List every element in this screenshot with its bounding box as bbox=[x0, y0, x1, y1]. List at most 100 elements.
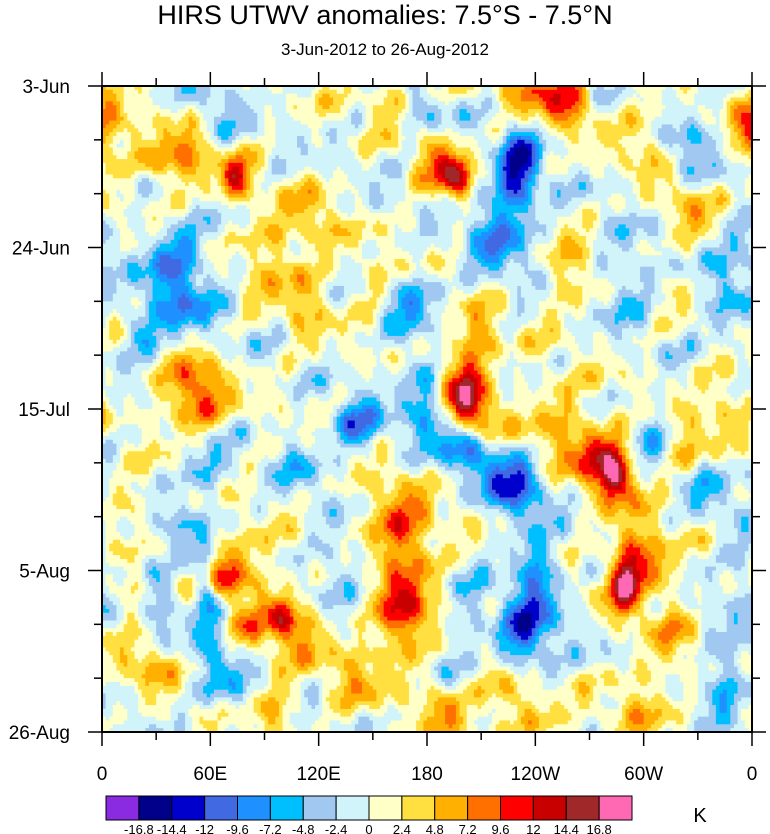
field-cell bbox=[224, 366, 273, 372]
field-cell bbox=[701, 424, 721, 429]
field-cell bbox=[455, 97, 486, 102]
field-cell bbox=[383, 309, 396, 314]
field-cell bbox=[564, 320, 601, 326]
field-cell bbox=[520, 185, 526, 191]
field-cell bbox=[195, 112, 204, 118]
field-cell bbox=[614, 397, 634, 402]
field-cell bbox=[141, 428, 161, 433]
field-cell bbox=[297, 143, 309, 149]
field-cell bbox=[679, 243, 692, 249]
field-cell bbox=[640, 274, 656, 279]
field-cell bbox=[672, 289, 688, 295]
field-cell bbox=[286, 166, 305, 172]
field-cell bbox=[419, 128, 428, 133]
field-cell bbox=[347, 435, 359, 441]
field-cell bbox=[242, 332, 251, 337]
field-cell bbox=[427, 401, 435, 406]
field-cell bbox=[726, 166, 753, 172]
field-cell bbox=[658, 316, 670, 322]
field-cell bbox=[427, 397, 435, 402]
field-cell bbox=[358, 435, 370, 441]
field-cell bbox=[185, 201, 193, 206]
field-cell bbox=[419, 212, 435, 218]
field-cell bbox=[737, 355, 746, 360]
field-cell bbox=[260, 285, 284, 291]
field-cell bbox=[210, 135, 219, 141]
field-cell bbox=[658, 374, 688, 379]
field-cell bbox=[726, 112, 731, 118]
field-cell bbox=[192, 420, 215, 425]
field-cell bbox=[275, 201, 280, 206]
field-cell bbox=[369, 166, 381, 172]
field-cell bbox=[185, 293, 193, 299]
field-cell bbox=[517, 312, 522, 318]
field-cell bbox=[109, 324, 121, 329]
field-cell bbox=[416, 143, 421, 149]
field-cell bbox=[528, 274, 547, 279]
field-cell bbox=[412, 105, 439, 110]
field-cell bbox=[723, 239, 731, 245]
field-cell bbox=[546, 297, 558, 302]
field-cell bbox=[448, 247, 464, 252]
field-cell bbox=[138, 343, 146, 349]
field-cell bbox=[470, 189, 475, 195]
field-cell bbox=[102, 328, 110, 333]
field-cell bbox=[542, 151, 551, 156]
field-cell bbox=[260, 424, 280, 429]
field-cell bbox=[690, 293, 695, 299]
field-cell bbox=[116, 105, 121, 110]
field-cell bbox=[181, 86, 197, 91]
field-cell bbox=[705, 232, 721, 237]
field-cell bbox=[405, 351, 414, 356]
field-cell bbox=[622, 89, 638, 95]
field-cell bbox=[445, 101, 450, 106]
field-cell bbox=[564, 355, 573, 360]
field-cell bbox=[188, 235, 197, 241]
field-cell bbox=[203, 435, 211, 441]
field-cell bbox=[690, 224, 703, 229]
field-cell bbox=[148, 374, 157, 379]
field-cell bbox=[672, 293, 692, 299]
field-cell bbox=[488, 109, 500, 114]
field-cell bbox=[286, 239, 291, 245]
field-cell bbox=[257, 159, 266, 164]
field-cell bbox=[383, 282, 392, 287]
field-cell bbox=[679, 182, 713, 187]
field-cell bbox=[481, 397, 486, 402]
field-cell bbox=[206, 289, 219, 295]
field-cell bbox=[484, 401, 493, 406]
field-cell bbox=[647, 143, 656, 149]
field-cell bbox=[701, 178, 746, 183]
field-cell bbox=[213, 397, 237, 402]
field-cell bbox=[192, 255, 197, 260]
field-cell bbox=[289, 351, 294, 356]
field-cell bbox=[398, 139, 403, 145]
field-cell bbox=[694, 320, 713, 326]
field-cell bbox=[510, 289, 518, 295]
field-cell bbox=[210, 182, 219, 187]
field-cell bbox=[163, 382, 175, 387]
field-cell bbox=[715, 139, 724, 145]
field-cell bbox=[206, 451, 211, 456]
field-cell bbox=[333, 259, 341, 264]
field-cell bbox=[499, 93, 504, 99]
field-cell bbox=[152, 397, 161, 402]
field-cell bbox=[506, 201, 526, 206]
field-cell bbox=[289, 335, 298, 341]
field-cell bbox=[557, 443, 583, 449]
field-cell bbox=[513, 339, 518, 345]
field-cell bbox=[239, 132, 266, 137]
field-cell bbox=[661, 282, 695, 287]
field-cell bbox=[185, 328, 201, 333]
field-cell bbox=[528, 178, 533, 183]
field-cell bbox=[152, 182, 161, 187]
field-cell bbox=[141, 255, 154, 260]
field-cell bbox=[668, 316, 699, 322]
field-cell bbox=[141, 435, 164, 441]
field-cell bbox=[575, 239, 587, 245]
field-cell bbox=[679, 170, 688, 176]
field-cell bbox=[549, 116, 554, 122]
field-cell bbox=[520, 312, 540, 318]
field-cell bbox=[676, 93, 695, 99]
field-cell bbox=[665, 401, 674, 406]
